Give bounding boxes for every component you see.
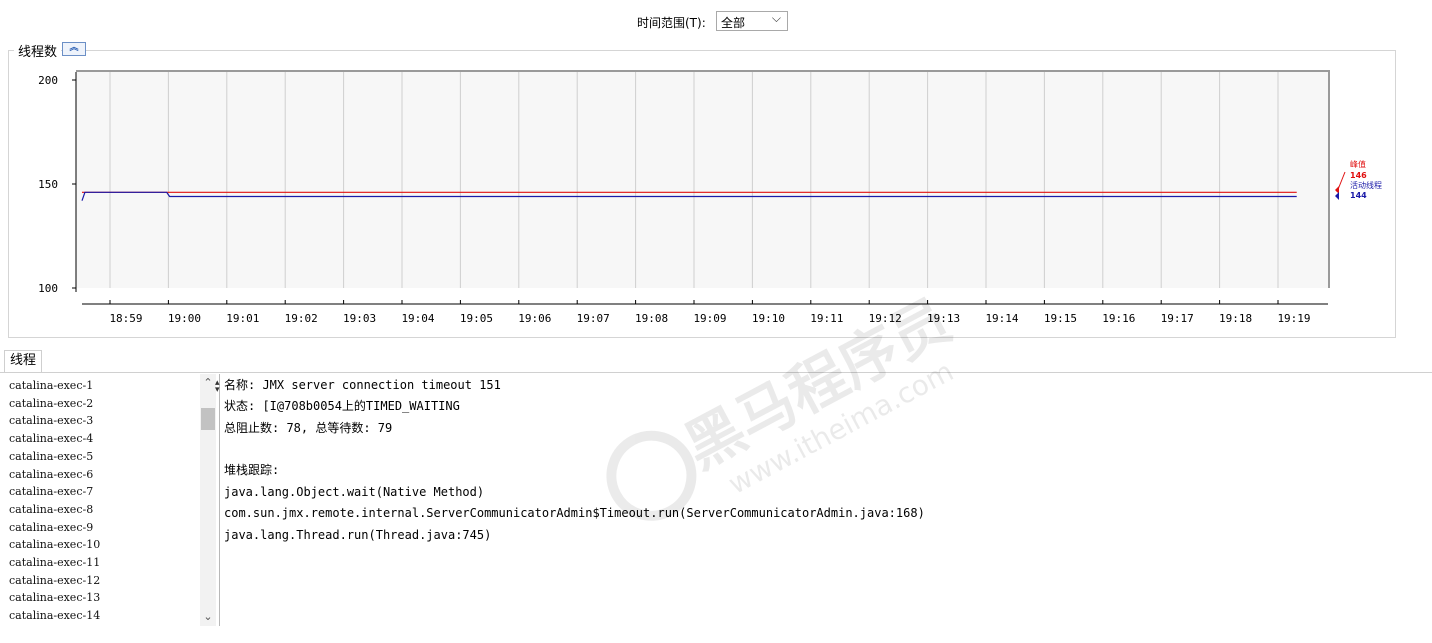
y-tick-label: 150 [38, 178, 58, 191]
scroll-thumb[interactable] [201, 408, 215, 430]
time-range-value: 全部 [721, 16, 746, 30]
legend-value: 146 [1350, 171, 1367, 180]
scroll-up-icon[interactable]: ⌃ [203, 376, 213, 389]
stack-frame: java.lang.Object.wait(Native Method) [224, 485, 485, 499]
thread-count-panel [8, 50, 1396, 338]
x-tick-label: 18:59 [109, 312, 142, 325]
x-tick-label: 19:09 [693, 312, 726, 325]
time-range-select[interactable]: 全部 ⌵ [716, 11, 788, 31]
x-tick-label: 19:13 [927, 312, 960, 325]
legend-marker [1335, 186, 1339, 194]
thread-state-line: 状态: [I@708b0054上的TIMED_WAITING [224, 399, 460, 413]
x-tick-label: 19:04 [401, 312, 434, 325]
stack-frame: java.lang.Thread.run(Thread.java:745) [224, 528, 492, 542]
thread-list-item[interactable]: catalina-exec-10 [9, 538, 101, 552]
series-line [81, 191, 1297, 201]
x-tick-label: 19:17 [1161, 312, 1194, 325]
x-tick-label: 19:01 [226, 312, 259, 325]
thread-list-item[interactable]: catalina-exec-4 [9, 432, 94, 446]
tab-divider [0, 372, 1432, 373]
x-tick-label: 19:05 [460, 312, 493, 325]
x-tick-label: 19:00 [168, 312, 201, 325]
thread-list-item[interactable]: catalina-exec-14 [9, 609, 101, 623]
legend-value: 144 [1350, 191, 1367, 200]
x-tick-label: 19:15 [1044, 312, 1077, 325]
split-handle-icon[interactable]: ▴ ▾ [215, 378, 220, 395]
time-range-label: 时间范围(T): [637, 16, 706, 30]
stack-frame: com.sun.jmx.remote.internal.ServerCommun… [224, 506, 925, 520]
thread-list[interactable]: catalina-exec-1 catalina-exec-2 catalina-e… [4, 374, 200, 626]
split-divider[interactable] [219, 374, 220, 626]
x-tick-label: 19:16 [1102, 312, 1135, 325]
x-tick-label: 19:12 [869, 312, 902, 325]
plot-area [76, 72, 1330, 288]
tab-threads[interactable]: 线程 [4, 350, 42, 372]
panel-title: 线程数 [14, 41, 62, 60]
scroll-down-icon[interactable]: ⌄ [203, 610, 213, 623]
thread-counts-line: 总阻止数: 78, 总等待数: 79 [224, 421, 393, 435]
thread-list-item[interactable]: catalina-exec-13 [9, 591, 101, 605]
x-tick-label: 19:06 [518, 312, 551, 325]
x-ticks: 18:59 19:00 19:01 19:02 19:03 19:04 19:05 19:06… [109, 300, 1311, 325]
x-tick-label: 19:18 [1219, 312, 1252, 325]
y-tick-label: 100 [38, 282, 58, 295]
thread-list-item[interactable]: catalina-exec-2 [9, 396, 94, 410]
x-tick-label: 19:11 [810, 312, 843, 325]
thread-list-item[interactable]: catalina-exec-12 [9, 573, 101, 587]
time-range-bar: 时间范围(T): 全部 ⌵ [0, 10, 1432, 34]
legend-marker [1335, 192, 1339, 200]
thread-list-item[interactable]: catalina-exec-5 [9, 449, 94, 463]
double-chevron-up-icon: ︽ [69, 43, 79, 53]
legend-label: 峰值 [1350, 159, 1366, 169]
thread-list-item[interactable]: catalina-exec-11 [9, 556, 101, 569]
legend-label: 活动线程 [1350, 180, 1382, 190]
thread-list-item[interactable]: catalina-exec-8 [9, 502, 94, 516]
thread-list-item[interactable]: catalina-exec-6 [9, 467, 94, 481]
x-tick-label: 19:08 [635, 312, 668, 325]
thread-count-chart: 100 150 200 18:59 19:00 19:01 19:02 19:03 19:04… [38, 70, 1382, 325]
thread-name-line: 名称: JMX server connection timeout 151 [224, 378, 501, 392]
y-tick-label: 200 [38, 74, 58, 87]
y-ticks: 100 150 200 [38, 74, 76, 295]
x-tick-label: 19:02 [285, 312, 318, 325]
thread-list-item[interactable]: catalina-exec-3 [9, 414, 94, 428]
x-tick-label: 19:03 [343, 312, 376, 325]
x-tick-label: 19:19 [1277, 312, 1310, 325]
thread-list-scrollbar[interactable]: ⌃ ⌄ [200, 374, 216, 626]
thread-list-item[interactable]: catalina-exec-1 [9, 379, 94, 392]
series-lines [81, 191, 1297, 201]
x-tick-label: 19:14 [985, 312, 1018, 325]
collapse-button[interactable]: ︽ [62, 42, 86, 56]
thread-list-item[interactable]: catalina-exec-9 [9, 520, 94, 534]
x-tick-label: 19:07 [577, 312, 610, 325]
stack-trace-label: 堆栈跟踪: [224, 463, 280, 477]
chevron-down-icon: ⌵ [771, 11, 781, 25]
x-tick-label: 19:10 [752, 312, 785, 325]
thread-list-item[interactable]: catalina-exec-7 [9, 485, 94, 499]
grid [109, 72, 1279, 288]
thread-details: 名称: JMX server connection timeout 151 状态… [224, 376, 1404, 626]
